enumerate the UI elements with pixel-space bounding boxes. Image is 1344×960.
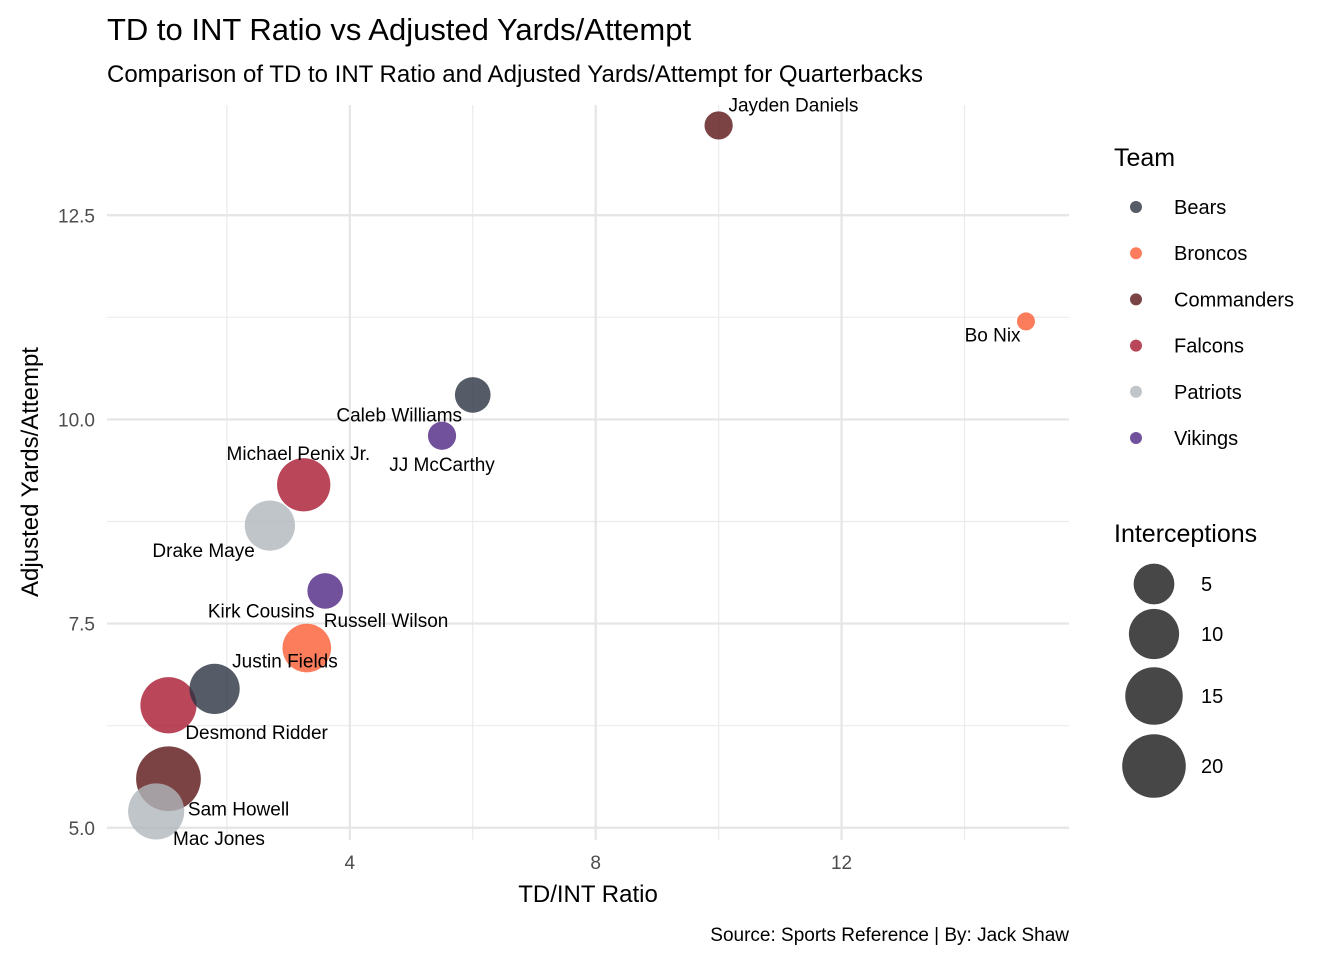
x-tick-label: 12 — [831, 853, 852, 874]
data-point — [244, 500, 296, 551]
size-legend-label: 5 — [1201, 574, 1212, 596]
point-label: Drake Maye — [152, 541, 254, 562]
legend-label-patriots: Patriots — [1174, 382, 1242, 404]
legend-label-broncos: Broncos — [1174, 243, 1247, 265]
y-tick-label: 5.0 — [69, 819, 95, 840]
size-legend-title: Interceptions — [1114, 520, 1257, 548]
legend-label-commanders: Commanders — [1174, 289, 1294, 311]
chart-title: TD to INT Ratio vs Adjusted Yards/Attemp… — [107, 12, 691, 47]
y-axis-title: Adjusted Yards/Attempt — [17, 347, 44, 597]
legend-key-falcons — [1130, 339, 1142, 352]
size-legend-key — [1125, 667, 1183, 725]
point-labels: Jayden Daniels Bo Nix Caleb Williams JJ McC… — [152, 96, 1021, 851]
legend-key-broncos — [1130, 247, 1142, 260]
point-label: Russell Wilson — [324, 611, 449, 632]
x-axis-title: TD/INT Ratio — [518, 881, 658, 908]
legend-label-bears: Bears — [1174, 197, 1226, 219]
legend-key-commanders — [1130, 293, 1142, 306]
data-point — [282, 623, 332, 673]
team-legend-title: Team — [1114, 144, 1175, 172]
point-label: Bo Nix — [965, 326, 1021, 347]
data-point — [704, 111, 733, 140]
size-legend-key — [1128, 608, 1180, 660]
x-tick-label: 4 — [345, 853, 356, 874]
y-tick-label: 7.5 — [69, 615, 95, 636]
legend-key-vikings — [1130, 432, 1142, 444]
data-point — [454, 377, 491, 413]
data-point — [189, 663, 240, 715]
point-label: Michael Penix Jr. — [227, 444, 371, 465]
point-label: Sam Howell — [188, 799, 289, 820]
legend-label-vikings: Vikings — [1174, 428, 1238, 450]
interceptions-legend: Interceptions 5 10 15 20 — [1114, 520, 1257, 798]
team-legend: Team Bears Broncos Commanders Falcons Patrio… — [1114, 144, 1294, 450]
size-legend-key — [1122, 734, 1186, 798]
data-point — [140, 677, 197, 734]
chart-caption: Source: Sports Reference | By: Jack Shaw — [710, 925, 1069, 946]
y-tick-label: 12.5 — [58, 206, 95, 227]
data-point — [1016, 312, 1035, 331]
x-tick-label: 8 — [590, 853, 601, 874]
point-label: Kirk Cousins — [208, 601, 315, 622]
point-label: JJ McCarthy — [389, 455, 495, 476]
data-point — [427, 421, 457, 450]
legend-label-falcons: Falcons — [1174, 336, 1244, 358]
data-point — [307, 573, 344, 609]
point-label: Mac Jones — [173, 829, 265, 850]
data-point — [277, 458, 331, 512]
data-point — [128, 783, 185, 840]
axis-ticks: 4 8 12 5.0 7.5 10.0 12.5 — [58, 206, 852, 874]
y-tick-label: 10.0 — [58, 410, 95, 431]
point-label: Jayden Daniels — [728, 96, 858, 117]
size-legend-label: 10 — [1201, 624, 1223, 646]
chart-subtitle: Comparison of TD to INT Ratio and Adjust… — [107, 61, 923, 88]
legend-key-patriots — [1130, 385, 1142, 398]
size-legend-key — [1133, 563, 1175, 605]
data-points — [128, 111, 1035, 840]
point-label: Caleb Williams — [336, 405, 462, 426]
size-legend-label: 15 — [1201, 686, 1223, 708]
point-label: Desmond Ridder — [185, 723, 328, 744]
size-legend-label: 20 — [1201, 756, 1223, 778]
legend-key-bears — [1130, 201, 1142, 213]
point-label: Justin Fields — [232, 651, 338, 672]
